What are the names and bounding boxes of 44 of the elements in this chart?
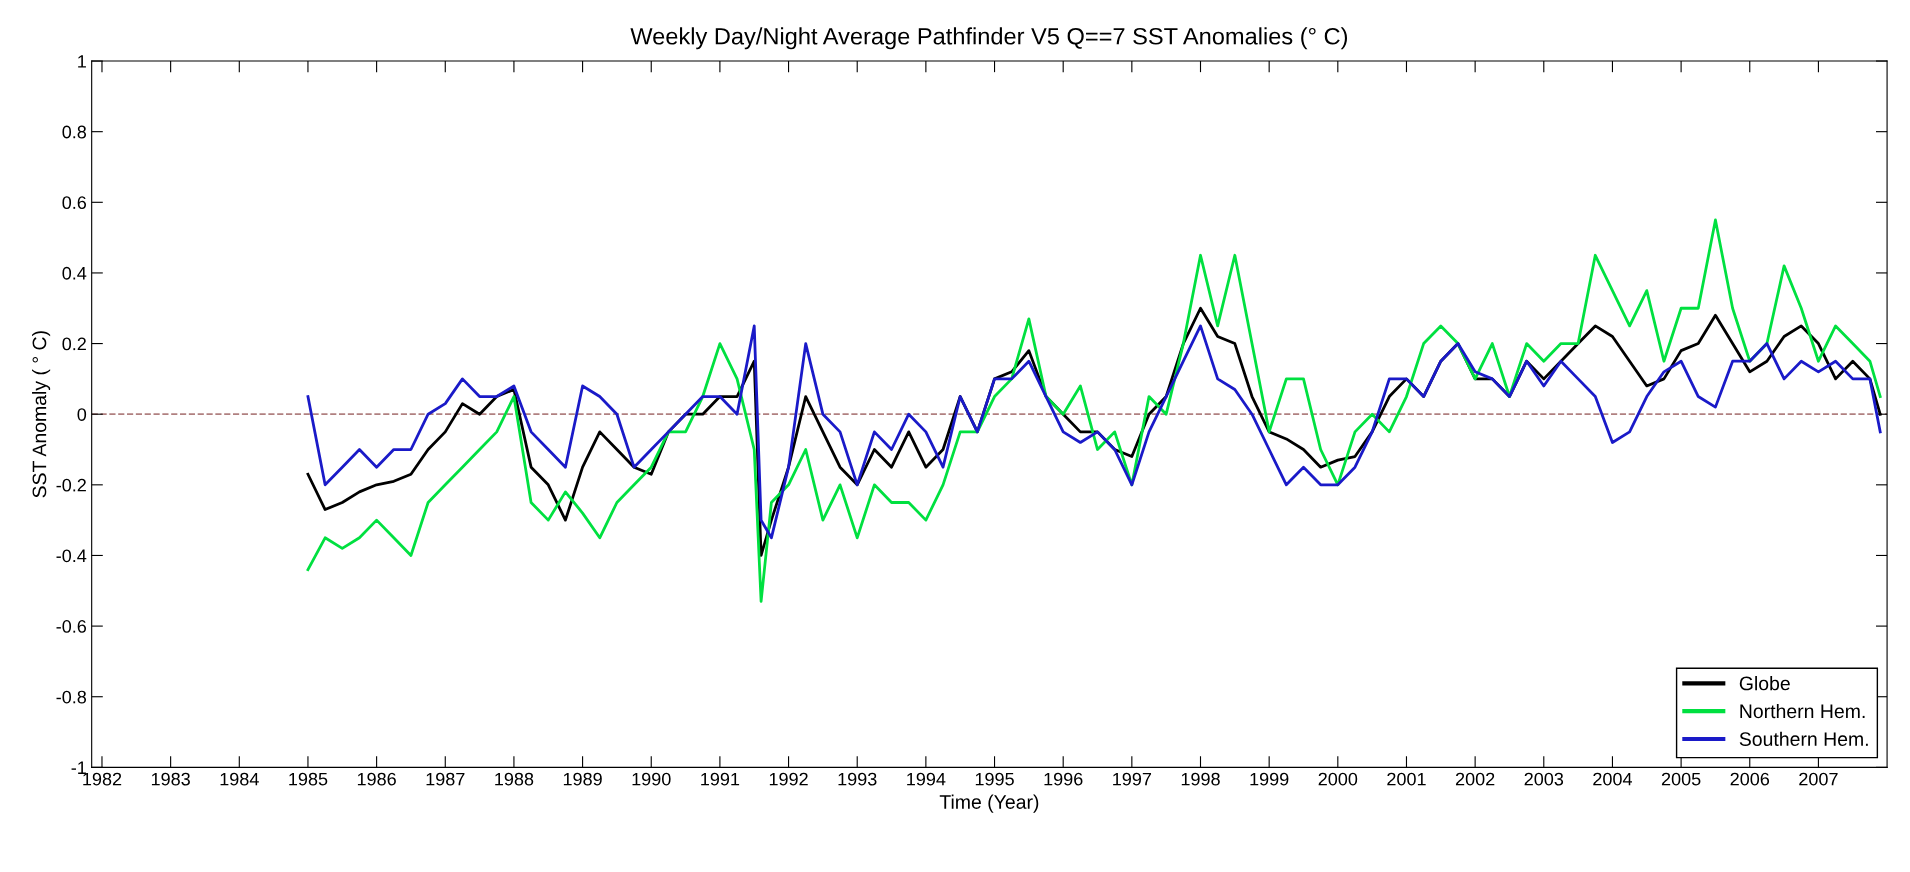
legend-label: Southern Hem. (1739, 731, 1868, 747)
y-tick-label: 0.6 (62, 196, 87, 210)
x-tick-label: 2000 (1318, 772, 1358, 786)
x-tick-label: 1985 (289, 772, 328, 786)
y-axis-title: SST Anomaly ( ° C) (32, 331, 51, 498)
x-tick-label: 1992 (769, 772, 808, 786)
x-tick-label: 1990 (632, 772, 671, 786)
x-tick-label: 2005 (1661, 772, 1701, 786)
x-axis-title: Time (Year) (939, 794, 1039, 813)
x-tick-label: 2001 (1387, 772, 1426, 786)
x-tick-label: 1997 (1113, 772, 1152, 786)
x-tick-label: 1987 (426, 772, 465, 786)
chart-title: Weekly Day/Night Average Pathfinder V5 Q==7 SST Anomalies (° C) (630, 27, 1348, 50)
x-tick-label: 2003 (1524, 772, 1564, 786)
x-tick-label: 1999 (1250, 772, 1289, 786)
x-tick-label: 1983 (151, 772, 190, 786)
y-tick-label: 1 (78, 55, 86, 68)
legend-label: Northern Hem. (1740, 703, 1865, 719)
y-tick-label: 0.2 (62, 337, 86, 351)
x-tick-label: 1984 (220, 772, 259, 786)
y-tick-label: 0.4 (62, 266, 87, 280)
x-tick-label: 2006 (1730, 772, 1770, 786)
x-tick-label: 1988 (495, 772, 534, 786)
legend-label: Globe (1739, 676, 1790, 691)
x-tick-label: 1986 (357, 772, 396, 786)
x-tick-label: 1991 (701, 772, 740, 786)
x-tick-label: 1982 (83, 772, 122, 786)
x-tick-label: 1993 (838, 772, 877, 786)
x-tick-label: 2004 (1593, 772, 1633, 786)
x-tick-label: 1998 (1181, 772, 1220, 786)
x-tick-label: 1996 (1044, 772, 1083, 786)
y-tick-label: 0.8 (62, 125, 87, 139)
x-tick-label: 1994 (907, 772, 946, 786)
y-tick-label: -0.4 (56, 549, 87, 563)
x-tick-label: 2002 (1455, 772, 1495, 786)
line-series (306, 218, 1882, 603)
x-tick-label: 1995 (975, 772, 1014, 786)
x-tick-label: 2007 (1799, 772, 1838, 786)
y-tick-label: -0.6 (56, 620, 87, 633)
y-tick-label: -0.8 (56, 690, 87, 704)
y-tick-label: 0 (77, 408, 87, 421)
x-tick-label: 1989 (563, 772, 602, 786)
y-tick-label: -0.2 (56, 478, 86, 492)
y-tick-label: -1 (71, 761, 86, 774)
